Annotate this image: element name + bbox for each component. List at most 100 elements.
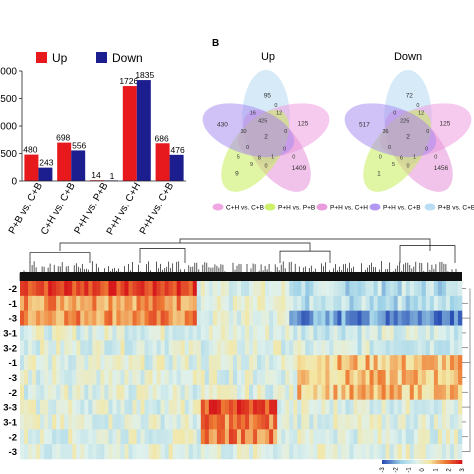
heatmap-cell: [136, 399, 141, 415]
heatmap-cell: [361, 414, 366, 430]
heatmap-cell: [309, 429, 314, 445]
heatmap-cell: [369, 370, 374, 386]
heatmap-cell: [349, 399, 354, 415]
heatmap-cell: [445, 370, 451, 386]
heatmap-cell: [160, 370, 165, 386]
heatmap-cell: [136, 370, 141, 386]
heatmap-cell: [212, 310, 218, 326]
bar-value-label: 14: [91, 170, 101, 180]
heatmap-cell: [20, 355, 25, 371]
heatmap-cell: [449, 414, 455, 430]
heatmap-cell: [112, 281, 117, 297]
heatmap-cell: [437, 325, 443, 341]
heatmap-cell: [100, 340, 105, 356]
heatmap-cell: [108, 281, 113, 297]
heatmap-cell: [369, 399, 374, 415]
heatmap-cell: [132, 340, 137, 356]
heatmap-cell: [265, 310, 270, 326]
heatmap-cell: [168, 340, 173, 356]
heatmap-cell: [313, 295, 318, 311]
heatmap-cell: [277, 384, 282, 400]
heatmap-cell: [421, 429, 427, 445]
heatmap-cell: [176, 384, 182, 400]
heatmap-cell: [349, 444, 354, 460]
heatmap-cell: [397, 281, 403, 297]
heatmap-cell: [76, 355, 81, 371]
heatmap-cell: [253, 384, 258, 400]
heatmap-cell: [88, 414, 93, 430]
heatmap-cell: [100, 429, 105, 445]
heatmap-cell: [216, 429, 222, 445]
heatmap-cell: [361, 399, 366, 415]
heatmap-cell: [309, 295, 314, 311]
heatmap-cell: [325, 399, 330, 415]
heatmap-cell: [228, 310, 234, 326]
heatmap-cell: [365, 384, 370, 400]
heatmap-cell: [156, 414, 161, 430]
heatmap-cell: [132, 399, 137, 415]
heatmap-cell: [353, 429, 358, 445]
bar-value-label: 556: [72, 140, 86, 150]
heatmap-cell: [176, 370, 182, 386]
heatmap-cell: [353, 444, 358, 460]
heatmap-cell: [140, 310, 145, 326]
heatmap-cell: [76, 384, 81, 400]
heatmap-cell: [60, 399, 65, 415]
heatmap-cell: [192, 325, 198, 341]
heatmap-cell: [108, 444, 113, 460]
heatmap-cell: [329, 399, 334, 415]
venn-up-region-value: 0: [283, 146, 286, 152]
heatmap-cell: [132, 429, 137, 445]
heatmap-cell: [245, 355, 250, 371]
heatmap-cell: [104, 414, 109, 430]
colorbar-tick-label: 3: [460, 468, 466, 472]
colorbar-segment: [422, 460, 425, 464]
heatmap-cell: [293, 281, 298, 297]
heatmap-cell: [204, 384, 210, 400]
heatmap-row-label: -3: [9, 373, 17, 384]
heatmap-cell: [68, 429, 73, 445]
heatmap-cell: [325, 384, 330, 400]
heatmap-cell: [257, 370, 262, 386]
heatmap-cell: [273, 355, 278, 371]
heatmap-cell: [269, 399, 274, 415]
heatmap-cell: [425, 310, 431, 326]
heatmap-cell: [305, 295, 310, 311]
heatmap-cell: [160, 310, 165, 326]
heatmap-cell: [277, 295, 282, 311]
heatmap-cell: [52, 414, 57, 430]
heatmap-cell: [361, 370, 366, 386]
heatmap-cell: [120, 310, 125, 326]
heatmap-cell: [76, 281, 81, 297]
heatmap-cell: [56, 399, 61, 415]
heatmap-cell: [100, 310, 105, 326]
heatmap-cell: [305, 414, 310, 430]
heatmap-cell: [345, 429, 350, 445]
heatmap-cell: [245, 340, 250, 356]
heatmap-cell: [265, 399, 270, 415]
heatmap-cell: [277, 414, 282, 430]
heatmap-cell: [208, 281, 214, 297]
heatmap-cell: [48, 370, 53, 386]
heatmap-cell: [236, 384, 242, 400]
heatmap-cell: [232, 414, 238, 430]
heatmap-cell: [345, 281, 350, 297]
heatmap-cell: [180, 340, 186, 356]
heatmap-cell: [172, 444, 178, 460]
heatmap-cell: [453, 310, 459, 326]
heatmap-cell: [68, 310, 73, 326]
heatmap-cell: [80, 399, 85, 415]
heatmap-cell: [349, 384, 354, 400]
heatmap-cell: [269, 414, 274, 430]
heatmap-cell: [92, 429, 97, 445]
heatmap-cell: [321, 355, 326, 371]
heatmap-cell: [216, 325, 222, 341]
heatmap-cell: [249, 355, 254, 371]
heatmap-cell: [441, 340, 447, 356]
heatmap-cell: [265, 325, 270, 341]
heatmap-cell: [345, 295, 350, 311]
heatmap-cell: [457, 399, 463, 415]
heatmap-cell: [40, 281, 45, 297]
heatmap-cell: [389, 384, 394, 400]
heatmap-cell: [76, 414, 81, 430]
